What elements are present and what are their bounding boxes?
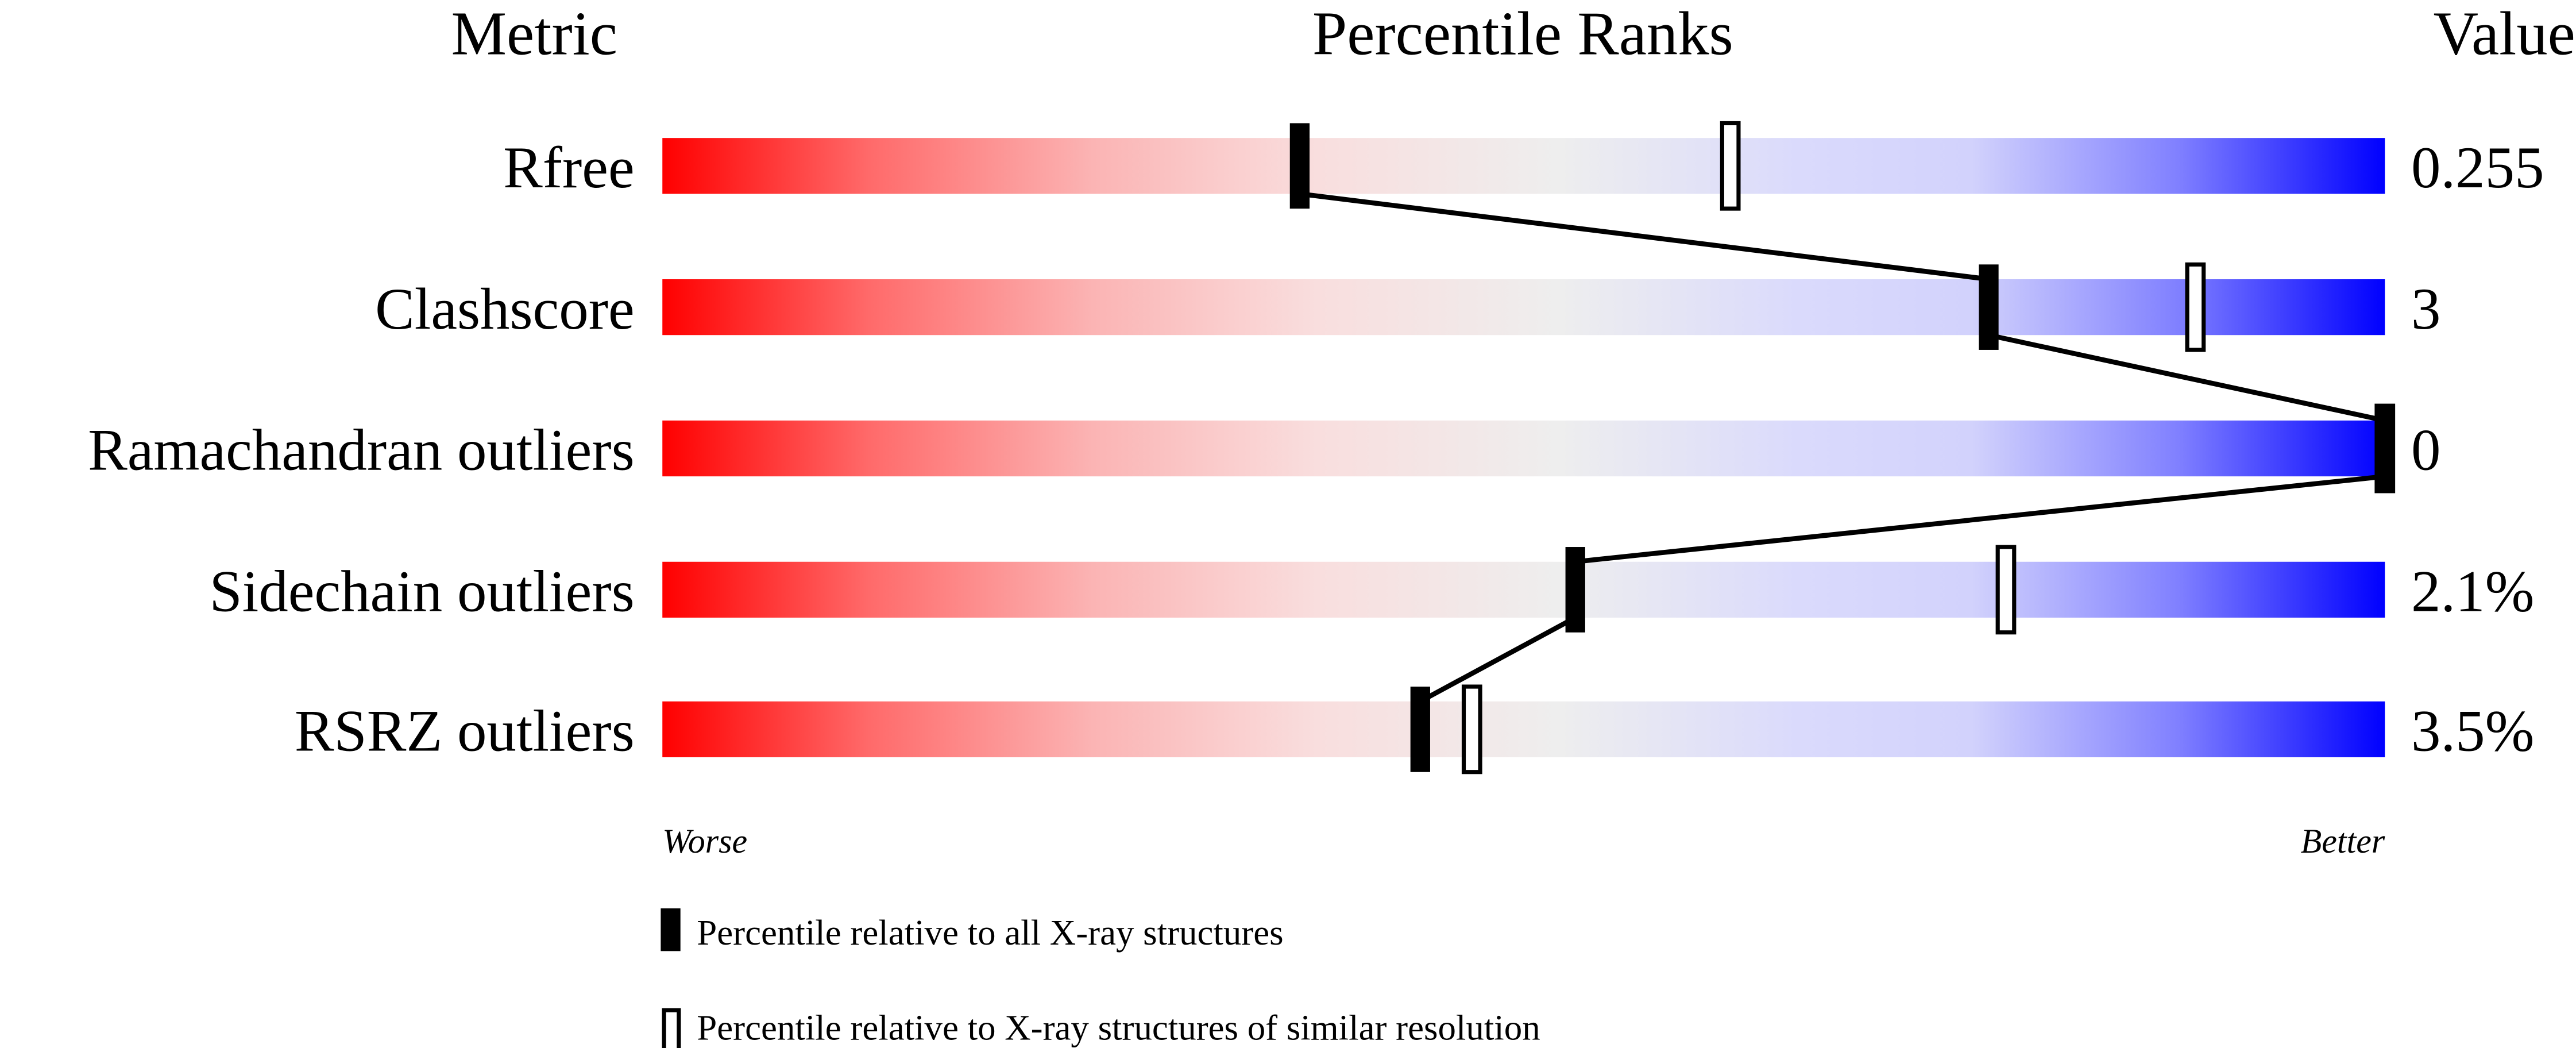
metric-value: 2.1% — [2411, 559, 2534, 625]
all-structures-marker — [1979, 264, 1999, 350]
similar-resolution-marker — [2185, 262, 2206, 352]
metric-label: Clashscore — [375, 276, 635, 342]
metric-label: Sidechain outliers — [209, 559, 634, 625]
legend-filled-marker — [661, 908, 681, 951]
header-value: Value — [2434, 0, 2575, 68]
legend-open-marker — [662, 1008, 681, 1048]
header-percentile-ranks: Percentile Ranks — [1312, 0, 1733, 68]
metric-label: Ramachandran outliers — [88, 418, 635, 483]
metric-value: 3.5% — [2411, 699, 2534, 764]
metric-label: Rfree — [503, 135, 635, 201]
similar-resolution-marker — [1461, 684, 1482, 775]
percentile-link-line — [1419, 615, 1577, 704]
percentile-link-line — [1299, 191, 1990, 282]
all-structures-marker — [1565, 547, 1585, 633]
metric-value: 3 — [2411, 276, 2440, 342]
all-structures-marker — [2375, 406, 2395, 491]
percentile-bar — [662, 561, 2385, 618]
header-metric: Metric — [451, 0, 617, 68]
metric-value: 0 — [2411, 418, 2440, 483]
percentile-link-line — [1575, 473, 2385, 565]
metric-value: 0.255 — [2411, 135, 2544, 201]
all-structures-marker — [1289, 123, 1310, 209]
legend-all-label: Percentile relative to all X-ray structu… — [697, 912, 1283, 953]
percentile-bar — [662, 279, 2385, 336]
percentile-bar — [662, 701, 2385, 757]
similar-resolution-marker — [1720, 121, 1741, 211]
percentile-bar — [662, 138, 2385, 194]
similar-resolution-marker — [1995, 545, 2017, 635]
legend-similar-label: Percentile relative to X-ray structures … — [697, 1008, 1540, 1048]
all-structures-marker — [1410, 687, 1430, 772]
better-label: Better — [2301, 822, 2385, 860]
metric-label: RSRZ outliers — [295, 699, 635, 764]
percentile-bar — [662, 420, 2385, 477]
worse-label: Worse — [662, 822, 747, 860]
percentile-link-line — [1988, 333, 2386, 423]
